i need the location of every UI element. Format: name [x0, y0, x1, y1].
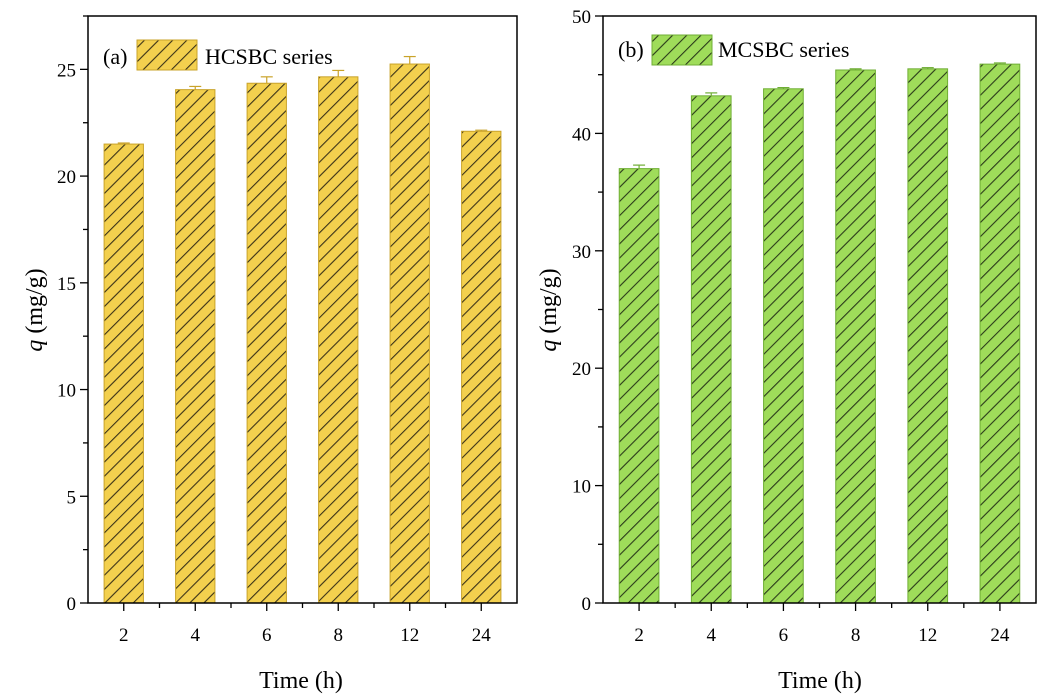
panel-a-x-tick-label-4: 4	[191, 625, 201, 646]
panel-a-x-tick-label-24: 24	[472, 625, 492, 646]
panel-a-plot-frame	[87, 15, 518, 604]
panel-a-bar-4	[175, 89, 216, 604]
panel-a-bar-24	[461, 130, 502, 604]
panel-a-x-tick-label-6: 6	[262, 625, 272, 646]
panel-a-bar-6	[246, 82, 287, 604]
panel-a-bars	[103, 55, 502, 604]
panel-a-y-axis-title-symbol: q	[22, 340, 48, 352]
panel-b-bars	[618, 62, 1021, 604]
panel-b-label: (b)	[618, 37, 644, 62]
panel-a-y-tick-label-15: 15	[57, 274, 76, 295]
panel-a-y-tick-label-5: 5	[67, 487, 77, 508]
panel-a-bar-12	[389, 63, 430, 604]
panel-b-x-tick-label-2: 2	[634, 625, 644, 646]
panel-a-y-tick-label-10: 10	[57, 381, 76, 402]
panel-b-bar-24	[979, 63, 1021, 604]
panel-b-bar-4	[690, 95, 732, 604]
panel-b-plot-frame	[602, 15, 1037, 604]
panel-b-y-tick-label-40: 40	[572, 124, 591, 145]
panel-a-x-axis-title: Time (h)	[259, 668, 343, 694]
panel-a-bar-2	[103, 143, 144, 604]
panel-b-y-tick-label-50: 50	[572, 7, 591, 28]
panel-b-legend-swatch	[651, 34, 713, 66]
panel-a-y-axis-title-unit: (mg/g)	[22, 268, 48, 339]
panel-b-x-tick-label-24: 24	[990, 625, 1010, 646]
panel-a-y-tick-label-25: 25	[57, 60, 76, 81]
panel-b-x-axis-title: Time (h)	[778, 668, 862, 694]
panel-b-y-axis-title-unit: (mg/g)	[536, 268, 562, 339]
panel-a-legend-text: HCSBC series	[205, 44, 333, 69]
panel-b-y-axis-title: q (mg/g)	[536, 268, 562, 351]
panel-b-x-tick-label-8: 8	[851, 625, 861, 646]
panel-b-x-tick-label-12: 12	[918, 625, 937, 646]
panel-b-y-tick-label-20: 20	[572, 359, 591, 380]
panel-a-bar-8	[318, 76, 359, 604]
panel-b-y-tick-label-0: 0	[582, 594, 592, 615]
panel-b-x-tick-label-4: 4	[707, 625, 717, 646]
panel-b-x-tick-label-6: 6	[779, 625, 789, 646]
panel-b-bar-12	[907, 68, 949, 604]
panel-b-y-tick-label-10: 10	[572, 477, 591, 498]
panel-a-x-tick-label-12: 12	[400, 625, 419, 646]
panel-b-y-axis-title-symbol: q	[536, 340, 562, 352]
panel-a-x-tick-label-8: 8	[334, 625, 344, 646]
panel-b-y-tick-label-30: 30	[572, 242, 591, 263]
panel-a-label: (a)	[103, 44, 127, 69]
panel-a-x-tick-label-2: 2	[119, 625, 129, 646]
panel-a-y-axis-title: q (mg/g)	[22, 268, 48, 351]
panel-b-legend-text: MCSBC series	[718, 37, 849, 62]
panel-b-bar-2	[618, 168, 660, 604]
panel-a-legend-swatch	[136, 39, 198, 71]
panel-b-bar-6	[763, 88, 804, 604]
panel-a-y-tick-label-0: 0	[67, 594, 77, 615]
panel-a-y-tick-label-20: 20	[57, 167, 76, 188]
panel-b-bar-8	[835, 69, 876, 604]
